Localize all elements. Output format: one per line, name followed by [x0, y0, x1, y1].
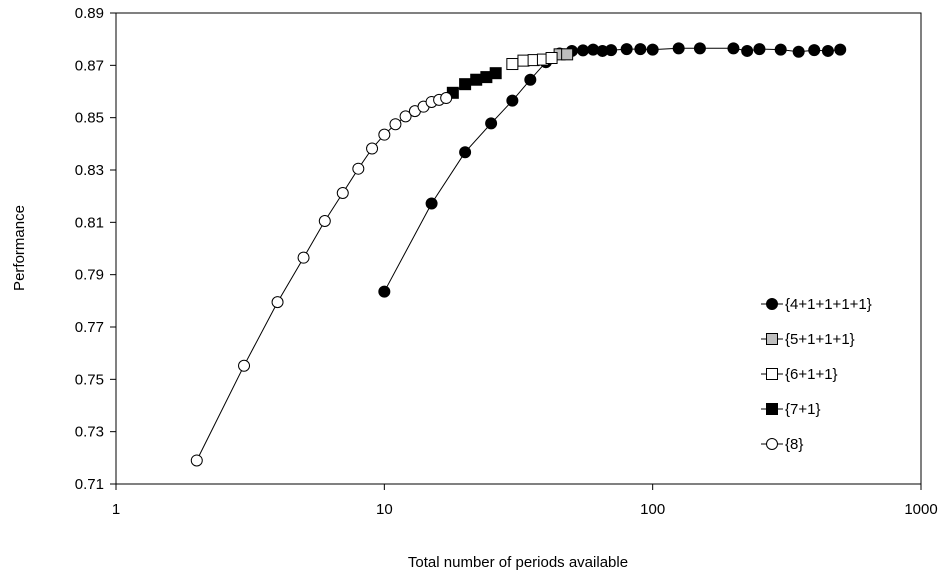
data-point [605, 44, 618, 57]
data-point [238, 359, 251, 372]
data-point [620, 43, 633, 56]
data-point [470, 73, 483, 86]
series-line-0 [383, 47, 841, 292]
series-line-4 [196, 97, 447, 461]
data-point [352, 162, 365, 175]
data-point [834, 43, 847, 56]
legend-label: {5+1+1+1} [785, 331, 855, 348]
data-point [318, 215, 331, 228]
data-point [524, 73, 537, 86]
y-tick-label: 0.79 [75, 267, 104, 284]
y-tick-label: 0.71 [75, 476, 104, 493]
y-tick-label: 0.75 [75, 371, 104, 388]
series-markers [190, 42, 847, 467]
legend: {4+1+1+1+1} {5+1+1+1} {6+1+1} {7+1} {8} [761, 296, 872, 453]
data-point [389, 118, 402, 131]
data-point [271, 296, 284, 309]
data-point [190, 454, 203, 467]
data-point [545, 52, 558, 65]
legend-marker [766, 368, 778, 380]
data-point [774, 43, 787, 56]
y-tick-label: 0.73 [75, 424, 104, 441]
data-point [378, 128, 391, 141]
data-point [506, 58, 519, 71]
y-tick-label: 0.89 [75, 5, 104, 22]
y-tick-label: 0.83 [75, 162, 104, 179]
data-point [634, 43, 647, 56]
data-point [366, 142, 379, 155]
data-point [808, 44, 821, 57]
data-point [741, 44, 754, 57]
data-point [693, 42, 706, 55]
legend-marker [766, 403, 778, 415]
legend-label: {6+1+1} [785, 366, 838, 383]
legend-marker [766, 438, 778, 450]
x-tick-label: 1 [112, 501, 120, 518]
y-axis: 0.71 0.73 0.75 0.77 0.79 0.81 0.83 0.85 0.87 0.89 [75, 5, 116, 493]
data-point [727, 42, 740, 55]
x-tick-label: 10 [376, 501, 393, 518]
legend-label: {8} [785, 436, 803, 453]
data-point [485, 117, 498, 130]
data-point [672, 42, 685, 55]
data-point [378, 285, 391, 298]
data-point [753, 43, 766, 56]
legend-marker [766, 333, 778, 345]
data-point [561, 48, 574, 61]
y-axis-title: Performance [11, 205, 28, 291]
series-lines [196, 47, 841, 461]
data-point [506, 94, 519, 107]
legend-label: {4+1+1+1+1} [785, 296, 872, 313]
data-point [425, 197, 438, 210]
data-point [576, 44, 589, 57]
data-point [517, 54, 530, 67]
y-tick-label: 0.85 [75, 110, 104, 127]
y-tick-label: 0.87 [75, 57, 104, 74]
data-point [821, 44, 834, 57]
y-tick-label: 0.77 [75, 319, 104, 336]
x-axis-title: Total number of periods available [408, 554, 628, 571]
data-point [399, 110, 412, 123]
plot-area [115, 12, 922, 485]
legend-marker [766, 298, 778, 310]
data-point [792, 45, 805, 58]
data-point [646, 43, 659, 56]
x-tick-label: 100 [640, 501, 665, 518]
data-point [489, 67, 502, 80]
y-tick-label: 0.81 [75, 214, 104, 231]
data-point [336, 187, 349, 200]
data-point [297, 251, 310, 264]
data-point [459, 146, 472, 159]
data-point [440, 92, 453, 105]
x-tick-label: 1000 [904, 501, 937, 518]
data-point [459, 78, 472, 91]
x-axis: 1 10 100 1000 [112, 484, 938, 518]
legend-label: {7+1} [785, 401, 820, 418]
